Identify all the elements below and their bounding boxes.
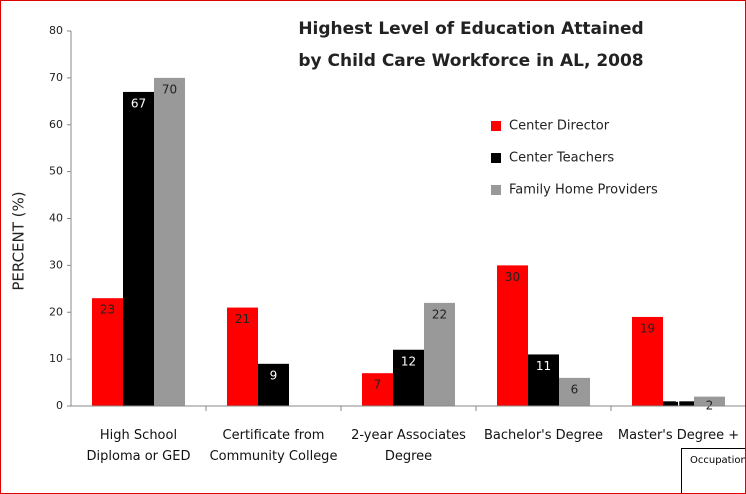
y-tick-label: 20 [49,305,63,318]
chart-title: by Child Care Workforce in AL, 2008 [298,51,643,71]
y-tick-label: 70 [49,71,63,84]
y-tick-label: 60 [49,118,63,131]
data-label: 21 [235,312,250,326]
bar [154,77,185,406]
bar [123,91,154,406]
y-tick-label: 40 [49,212,63,225]
bar [632,316,663,406]
y-tick-label: 50 [49,165,63,178]
data-label: 11 [536,359,551,373]
data-label: 23 [100,303,115,317]
data-label: 6 [571,382,579,396]
legend-swatch [491,153,501,163]
x-tick-label: Bachelor's Degree [484,428,603,443]
bar [497,265,528,406]
bar [227,307,258,406]
bar [559,377,590,406]
data-label: 30 [505,270,520,284]
bar [92,298,123,406]
data-label: 67 [131,96,146,110]
y-tick-label: 80 [49,24,63,37]
legend-label: Center Director [509,119,610,134]
data-label: 22 [432,307,447,321]
x-tick-label: High School Diploma or GED [86,428,191,464]
data-label: 19 [640,321,655,335]
y-tick-label: 10 [49,352,63,365]
annotation: Occupation [681,448,745,493]
chart-title: Highest Level of Education Attained [298,19,643,39]
data-label: 9 [270,368,278,382]
legend-label: Family Home Providers [509,183,658,198]
x-tick-label: Master's Degree + [617,428,740,443]
x-tick-label: 2-year Associates Degree [351,428,466,464]
bar [362,373,393,406]
y-tick-label: 30 [49,258,63,271]
legend-swatch [491,121,501,131]
bar [393,349,424,406]
bar [258,363,289,406]
bar [424,302,455,406]
legend-swatch [491,185,501,195]
x-tick-label: Certificate from Community College [209,428,338,464]
data-label: 70 [162,82,177,96]
bar [663,401,694,406]
y-axis-label: PERCENT (%) [10,191,28,290]
bar [528,354,559,406]
data-label: 12 [401,354,416,368]
bar [694,396,725,406]
legend-label: Center Teachers [509,151,614,166]
data-label: 7 [374,378,382,392]
y-tick-label: 0 [56,399,63,412]
